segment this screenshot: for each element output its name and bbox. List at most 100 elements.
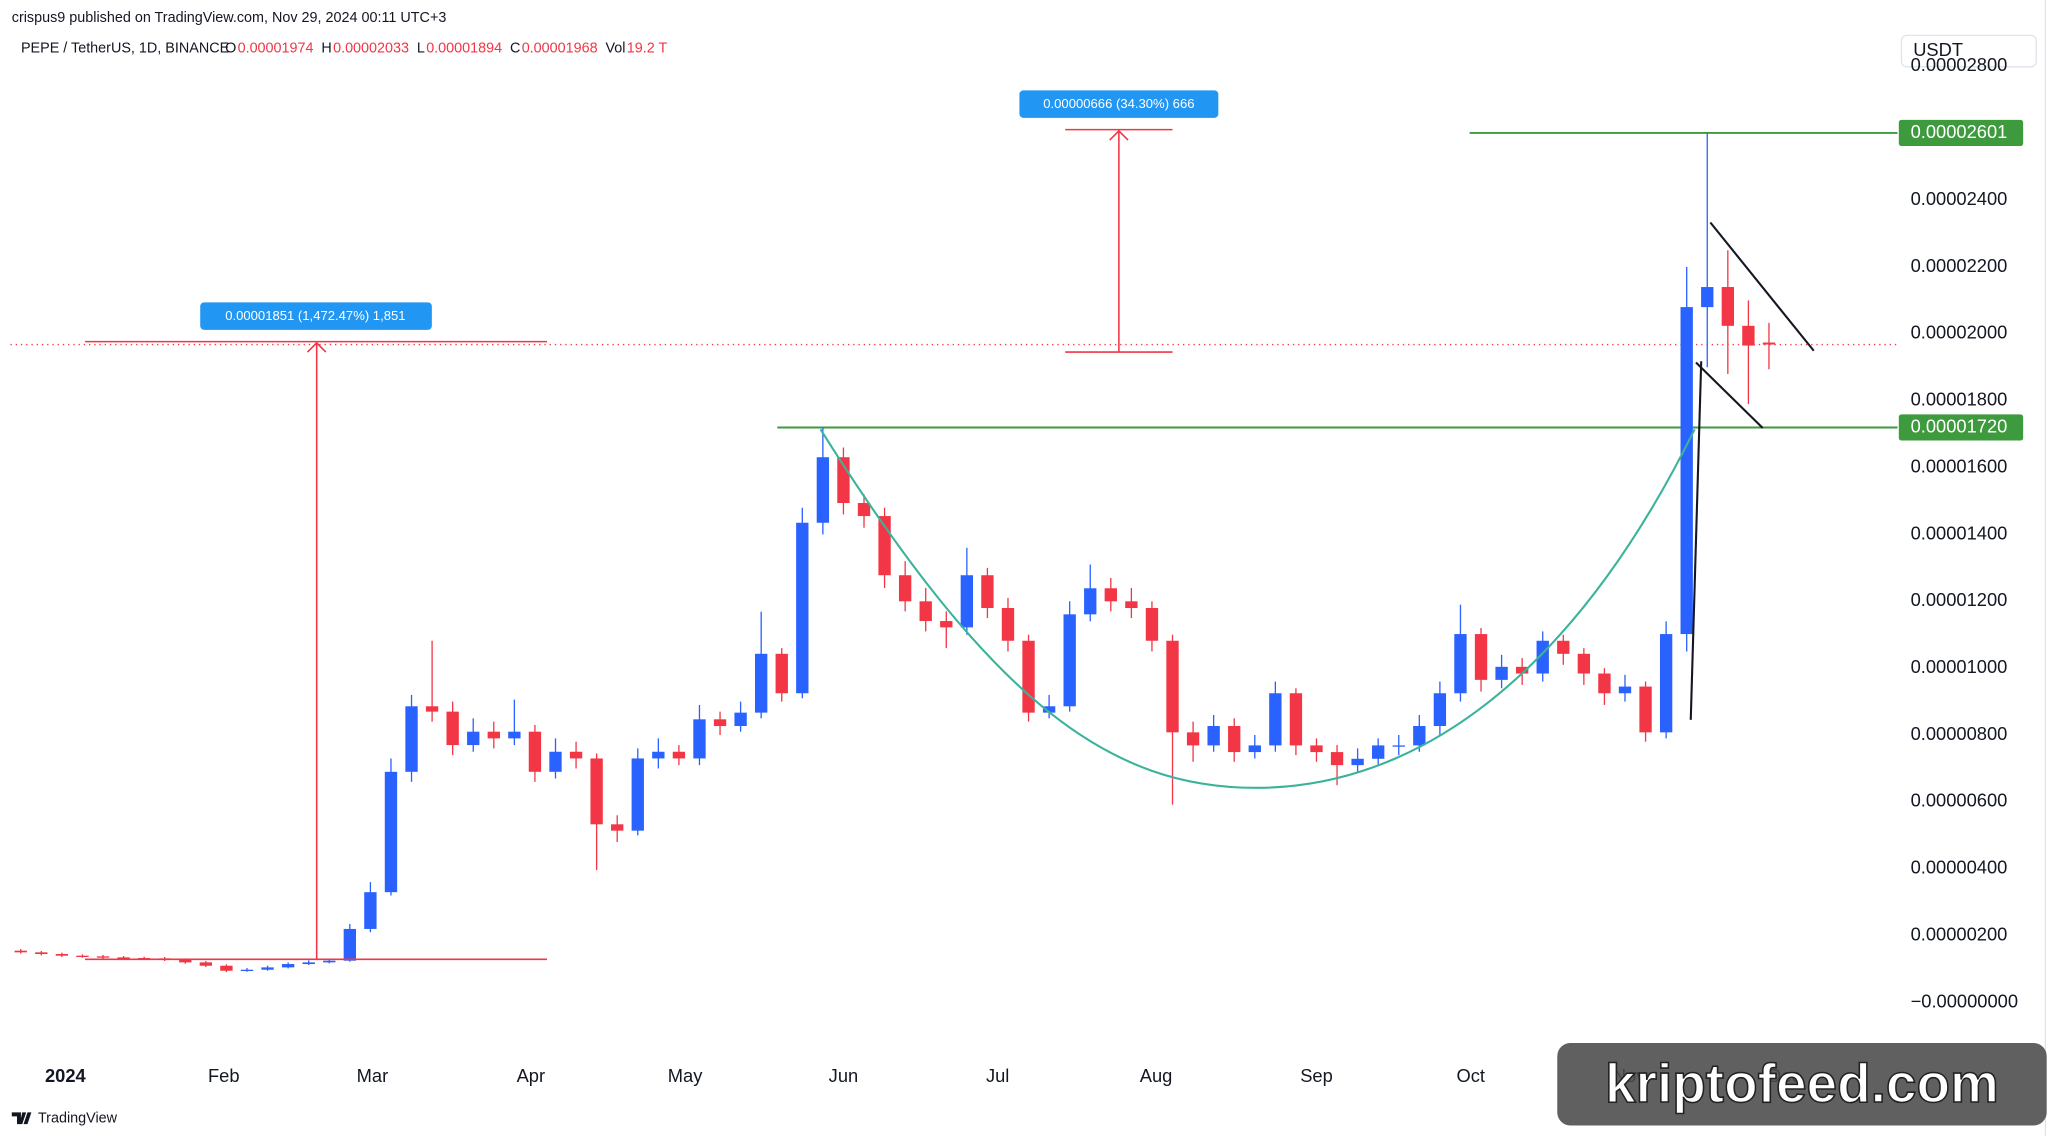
plot <box>10 131 1898 973</box>
candle-body <box>693 719 706 759</box>
candle-body <box>405 706 418 772</box>
candle-body <box>528 731 542 772</box>
candle-body <box>1289 693 1303 746</box>
candle-body <box>857 503 871 517</box>
y-tick-label: 0.00000200 <box>1911 923 2008 944</box>
candle-body <box>117 957 130 959</box>
axes: −0.00000000 0.00000200 0.00000400 0.0000060… <box>45 54 2024 1086</box>
candle-body <box>1084 588 1097 615</box>
flag-pattern <box>1689 221 1815 720</box>
measure-label-box <box>200 302 432 330</box>
flag-upper <box>1709 221 1815 352</box>
y-tick-label: 0.00001400 <box>1911 522 2008 543</box>
candle-body <box>1618 686 1632 694</box>
candle-body <box>1104 588 1117 602</box>
ohlc-key: L <box>417 40 425 56</box>
y-tick-label: 0.00001800 <box>1911 389 2008 410</box>
candle-body <box>1228 726 1241 753</box>
level-label: 0.00001720 <box>1911 415 2008 436</box>
x-tick-label: Feb <box>208 1065 240 1086</box>
candle-body <box>960 575 974 628</box>
y-tick-label: 0.00000400 <box>1911 857 2008 878</box>
y-tick-label: 0.00002400 <box>1911 188 2008 209</box>
candle-body <box>35 952 48 955</box>
candle-body <box>384 771 398 893</box>
candle-body <box>1659 634 1673 733</box>
candle-body <box>755 653 768 713</box>
candle-body <box>734 712 747 727</box>
candle-body <box>220 965 233 971</box>
candle-body <box>179 959 192 963</box>
ohlc-value: 0.00002033 <box>333 40 409 56</box>
candle-body <box>364 892 377 929</box>
candle-body <box>343 928 356 961</box>
measure-tool <box>85 340 548 961</box>
candle-body <box>796 522 809 694</box>
candle-body <box>14 950 27 953</box>
symbol: PEPE / TetherUS, 1D, BINANCE <box>21 40 229 56</box>
candle-body <box>672 751 686 759</box>
legend: PEPE / TetherUS, 1D, BINANCE O 0.00001974… <box>21 40 668 56</box>
ohlc-key: O <box>225 40 236 56</box>
cup-curve <box>819 428 1696 789</box>
level-label-box <box>1898 119 2024 147</box>
candle-body <box>1742 325 1755 346</box>
candle-body <box>1433 693 1447 727</box>
arrow-head <box>1109 129 1129 141</box>
candle-body <box>549 751 562 772</box>
candle-body <box>611 824 624 831</box>
candle-body <box>1310 745 1323 753</box>
candle-body <box>1022 640 1035 713</box>
x-tick-label: Jul <box>986 1065 1009 1086</box>
candle-body <box>240 969 254 972</box>
candle-body <box>199 962 213 966</box>
candle-body <box>631 758 644 831</box>
candle-body <box>1639 686 1652 733</box>
candle-body <box>981 575 994 608</box>
candle-body <box>1762 342 1776 345</box>
candle-body <box>898 575 912 602</box>
candle-body <box>487 731 500 739</box>
x-tick-label: Sep <box>1300 1065 1333 1086</box>
currency[interactable]: USDT <box>1913 39 1963 60</box>
candle-body <box>1598 673 1611 694</box>
publisher: crispus9 published on TradingView.com, N… <box>12 10 447 26</box>
measure-label-box <box>1019 90 1219 118</box>
candle-body <box>1577 653 1591 674</box>
y-tick-label: 0.00001200 <box>1911 589 2008 610</box>
candle-body <box>919 601 932 622</box>
candle-body <box>1001 607 1015 641</box>
candle-body <box>323 960 336 963</box>
candle-body <box>1372 745 1385 759</box>
y-tick-label: 0.00000600 <box>1911 790 2008 811</box>
ohlc-key: Vol <box>606 40 626 56</box>
candle-body <box>1042 706 1056 713</box>
ohlc-value: 19.2 T <box>627 40 668 56</box>
candle-body <box>508 731 521 739</box>
candle-body <box>1207 726 1220 746</box>
x-tick-label: May <box>668 1065 703 1086</box>
level-label: 0.00002601 <box>1911 121 2008 142</box>
arrow-head <box>306 341 327 353</box>
candle-body <box>940 621 953 628</box>
candle-body <box>1248 745 1261 753</box>
candle-body <box>652 751 665 759</box>
y-tick-label: 0.00000800 <box>1911 723 2008 744</box>
candle-body <box>425 706 439 712</box>
logo-icon <box>11 1112 32 1125</box>
ohlc-value: 0.00001894 <box>426 40 502 56</box>
y-tick-label: 0.00002800 <box>1911 54 2008 75</box>
candle-body <box>55 954 69 956</box>
currency-button[interactable] <box>1900 34 2037 68</box>
x-tick-label: Oct <box>1456 1065 1485 1086</box>
candle-body <box>775 653 788 694</box>
candle-body <box>76 955 89 957</box>
candle-body <box>569 751 583 759</box>
candle-body <box>1063 614 1076 707</box>
candle-body <box>261 967 274 970</box>
ohlc-key: C <box>510 40 520 56</box>
x-tick-label: Aug <box>1140 1065 1173 1086</box>
